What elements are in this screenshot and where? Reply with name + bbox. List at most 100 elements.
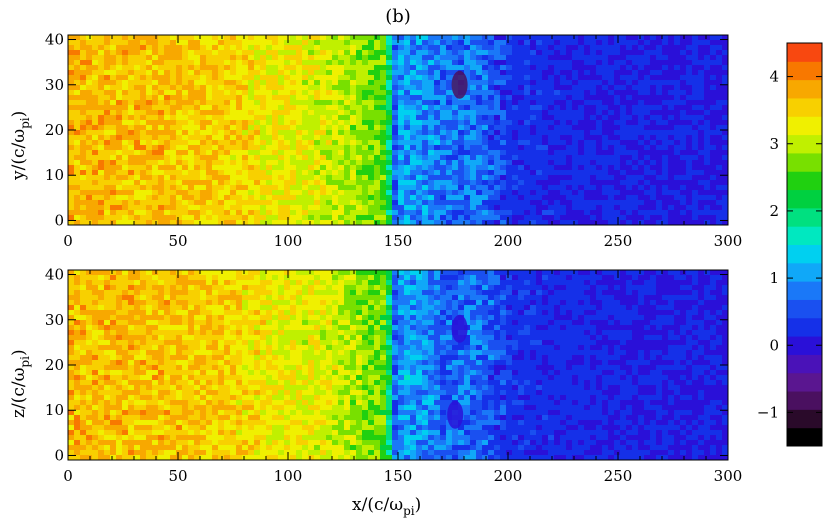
heat-cell (464, 45, 471, 51)
heat-cell (560, 105, 567, 111)
heat-cell (104, 380, 111, 386)
heat-cell (578, 60, 585, 66)
heat-cell (506, 150, 513, 156)
heat-cell (110, 160, 117, 166)
heat-cell (356, 80, 363, 86)
heat-cell (698, 120, 705, 126)
heat-cell (620, 85, 627, 91)
heat-cell (128, 180, 135, 186)
heat-cell (560, 120, 567, 126)
heat-cell (470, 130, 477, 136)
heat-cell (74, 275, 81, 281)
heat-cell (86, 390, 93, 396)
heat-cell (572, 190, 579, 196)
heat-cell (98, 35, 105, 41)
heat-cell (116, 50, 123, 56)
heat-cell (386, 75, 393, 81)
heat-cell (68, 145, 75, 151)
heat-cell (140, 40, 147, 46)
heat-cell (404, 65, 411, 71)
heat-cell (104, 190, 111, 196)
heat-cell (284, 205, 291, 211)
heat-cell (152, 60, 159, 66)
heat-cell (272, 130, 279, 136)
heat-cell (176, 60, 183, 66)
heat-cell (536, 175, 543, 181)
heat-cell (494, 130, 501, 136)
heat-cell (212, 165, 219, 171)
heat-cell (374, 170, 381, 176)
heat-cell (620, 80, 627, 86)
heat-cell (200, 200, 207, 206)
heat-cell (122, 95, 129, 101)
heat-cell (356, 85, 363, 91)
heat-cell (260, 145, 267, 151)
heat-cell (290, 120, 297, 126)
heat-cell (110, 190, 117, 196)
heat-cell (170, 270, 177, 276)
heat-cell (374, 195, 381, 201)
heat-cell (710, 75, 717, 81)
heat-cell (566, 75, 573, 81)
heat-cell (122, 80, 129, 86)
heat-cell (410, 60, 417, 66)
heat-cell (428, 165, 435, 171)
heat-cell (368, 210, 375, 216)
heat-cell (386, 105, 393, 111)
heat-cell (614, 110, 621, 116)
heat-cell (74, 50, 81, 56)
heat-cell (224, 95, 231, 101)
heat-cell (248, 45, 255, 51)
heat-cell (80, 210, 87, 216)
heat-cell (518, 125, 525, 131)
heat-cell (86, 125, 93, 131)
heat-cell (668, 150, 675, 156)
heat-cell (650, 105, 657, 111)
heat-cell (422, 115, 429, 121)
heat-cell (170, 55, 177, 61)
heat-cell (320, 205, 327, 211)
heat-cell (554, 130, 561, 136)
heat-cell (170, 95, 177, 101)
heat-cell (278, 125, 285, 131)
heat-cell (152, 170, 159, 176)
heat-cell (176, 195, 183, 201)
heat-cell (704, 185, 711, 191)
heat-cell (254, 65, 261, 71)
heat-cell (470, 120, 477, 126)
heat-cell (374, 55, 381, 61)
heat-cell (542, 200, 549, 206)
heat-cell (446, 165, 453, 171)
heat-cell (86, 355, 93, 361)
heat-cell (164, 125, 171, 131)
heat-cell (620, 50, 627, 56)
heat-cell (644, 135, 651, 141)
heat-cell (104, 440, 111, 446)
heat-cell (152, 85, 159, 91)
heat-cell (716, 145, 723, 151)
heat-cell (650, 210, 657, 216)
heat-cell (170, 115, 177, 121)
heat-cell (116, 365, 123, 371)
heat-cell (566, 100, 573, 106)
heat-cell (80, 415, 87, 421)
heat-cell (710, 120, 717, 126)
heat-cell (560, 60, 567, 66)
heat-cell (362, 80, 369, 86)
heat-cell (308, 185, 315, 191)
heat-cell (308, 190, 315, 196)
heat-cell (632, 70, 639, 76)
heat-cell (542, 215, 549, 221)
heat-cell (512, 130, 519, 136)
heat-cell (224, 70, 231, 76)
heat-cell (506, 140, 513, 146)
heat-cell (584, 110, 591, 116)
heat-cell (254, 165, 261, 171)
heat-cell (164, 270, 171, 276)
heat-cell (698, 135, 705, 141)
heat-cell (116, 295, 123, 301)
heat-cell (278, 35, 285, 41)
heat-cell (488, 55, 495, 61)
heat-cell (536, 60, 543, 66)
heat-cell (320, 150, 327, 156)
